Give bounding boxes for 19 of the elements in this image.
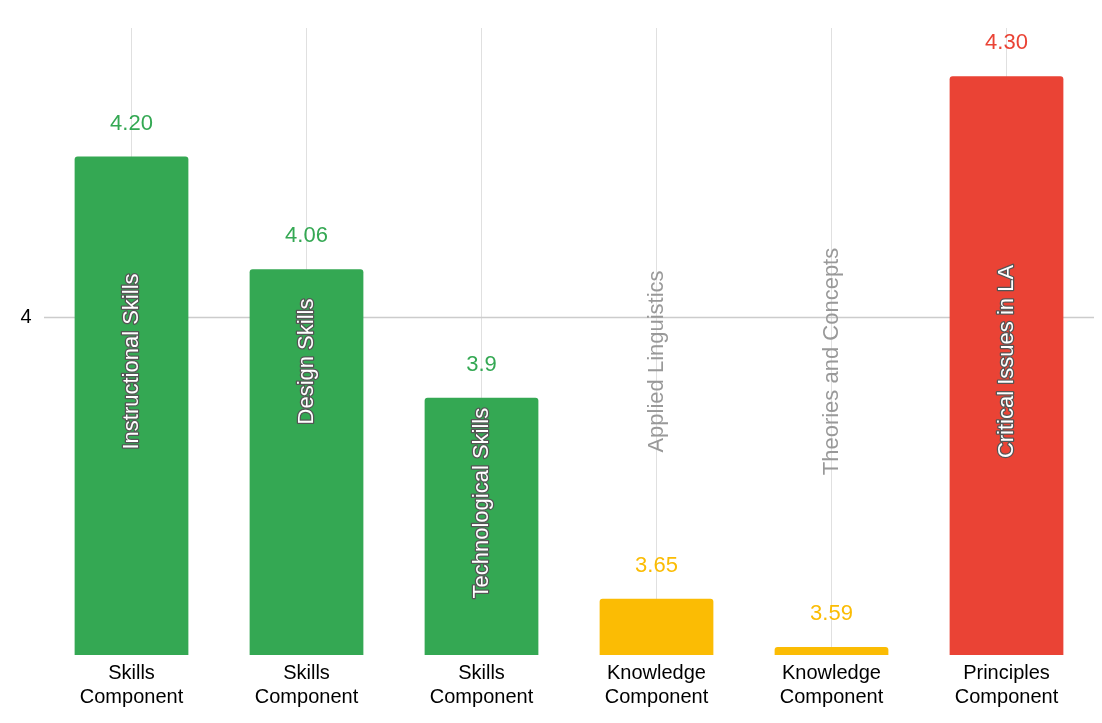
annotation: Theories and Concepts: [817, 247, 843, 476]
data-label: 4.06: [285, 222, 328, 248]
annotation: Technological Skills: [467, 407, 493, 599]
x-tick-label: Skills Component: [429, 660, 534, 707]
x-tick-label: Knowledge Component: [779, 660, 884, 707]
data-label: 3.65: [635, 551, 678, 577]
annotation: Instructional Skills: [117, 273, 143, 450]
annotation: Critical Issues in LA: [992, 264, 1018, 459]
x-tick-label: Principles Component: [954, 660, 1059, 707]
data-label: 4.30: [985, 29, 1028, 55]
ref-line-label: 4: [20, 304, 32, 327]
annotation: Design Skills: [292, 298, 318, 425]
data-label: 3.9: [466, 350, 497, 376]
x-tick-label: Skills Component: [79, 660, 184, 707]
data-label: 3.59: [810, 600, 853, 626]
x-tick-label: Skills Component: [254, 660, 359, 707]
x-tick-label: Knowledge Component: [604, 660, 709, 707]
annotation: Applied Linguistics: [642, 270, 668, 453]
data-label: 4.20: [110, 109, 153, 135]
